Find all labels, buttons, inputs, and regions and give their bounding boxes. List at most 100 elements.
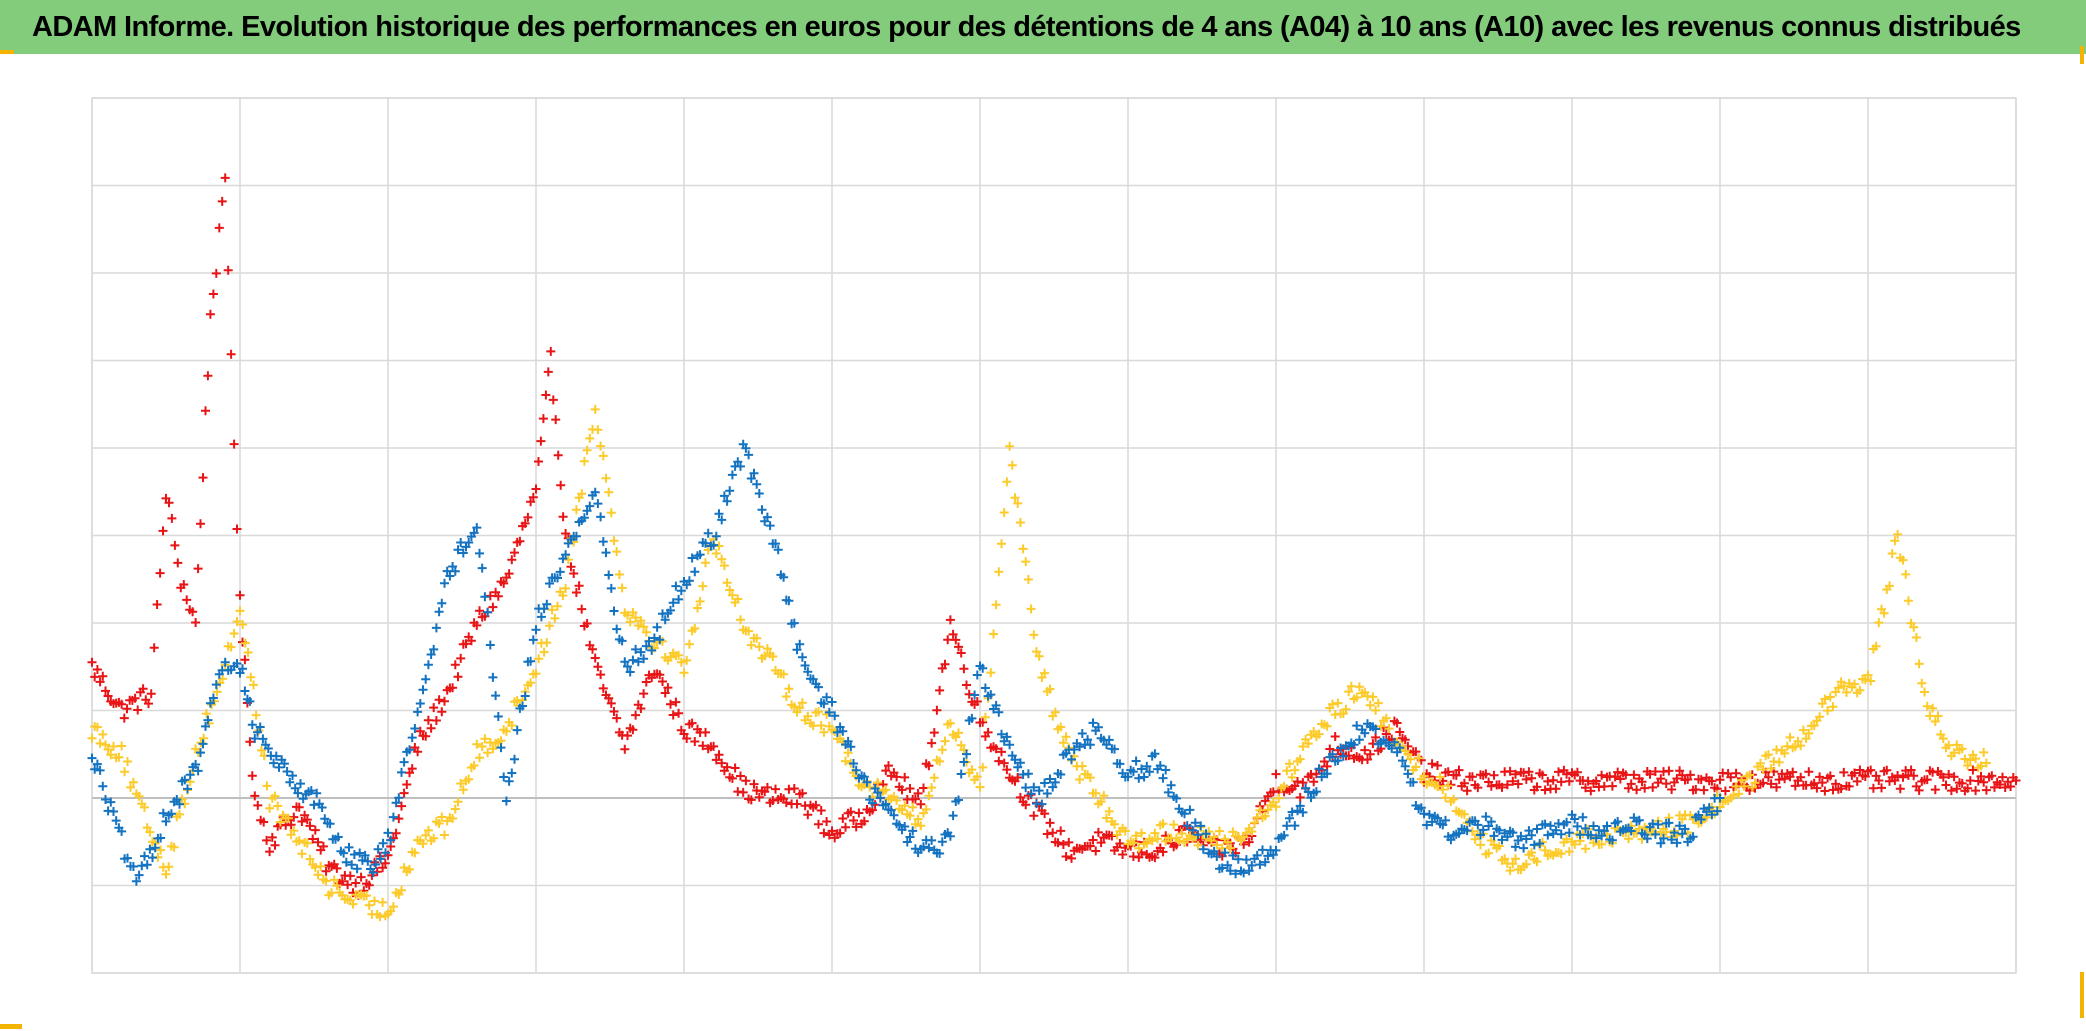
data-point (1427, 817, 1437, 827)
data-point (948, 811, 958, 821)
data-point (352, 864, 362, 874)
data-point (1384, 724, 1394, 734)
data-point (1473, 783, 1483, 793)
data-point (687, 718, 697, 728)
data-point (1104, 735, 1114, 745)
data-point (1981, 758, 1991, 768)
data-point (545, 579, 554, 588)
data-point (849, 816, 858, 825)
data-point (259, 817, 269, 827)
data-point (386, 835, 396, 845)
data-point (1419, 771, 1429, 781)
data-point (1990, 782, 1999, 792)
data-point (1852, 776, 1862, 786)
data-point (859, 772, 869, 782)
data-point (1029, 630, 1039, 640)
data-point (226, 642, 236, 652)
data-point (1134, 773, 1144, 783)
data-point (164, 498, 174, 508)
data-point (660, 615, 670, 625)
data-point (421, 731, 431, 741)
data-point (217, 196, 227, 206)
data-point (1979, 777, 1989, 787)
data-point (1570, 814, 1580, 824)
data-point (333, 832, 343, 842)
data-point (1664, 766, 1674, 776)
data-point (1785, 732, 1795, 742)
data-point (2003, 777, 2013, 787)
data-point (1182, 821, 1192, 831)
data-point (456, 653, 466, 663)
data-point (956, 740, 966, 750)
data-point (956, 648, 966, 658)
data-point (1085, 740, 1095, 750)
data-point (448, 814, 458, 823)
data-point (1040, 809, 1050, 819)
data-point (1998, 772, 2007, 782)
data-point (138, 684, 148, 694)
data-point (101, 740, 110, 750)
data-point (709, 540, 719, 550)
data-point (294, 836, 304, 846)
data-point (929, 773, 939, 783)
data-point (429, 833, 439, 843)
data-point (364, 900, 374, 910)
data-point (1667, 785, 1677, 794)
data-point (1352, 692, 1362, 702)
data-point (343, 880, 353, 890)
data-point (1231, 869, 1241, 879)
data-point (1540, 819, 1550, 829)
data-point (440, 578, 449, 588)
data-point (399, 757, 409, 767)
data-point (1952, 784, 1962, 794)
data-point (762, 644, 772, 654)
data-point (1508, 828, 1518, 838)
data-point (1820, 786, 1830, 796)
data-point (1554, 767, 1563, 777)
data-point (1965, 755, 1975, 765)
data-point (185, 770, 195, 780)
data-point (226, 349, 236, 359)
data-point (792, 799, 802, 809)
data-point (534, 654, 544, 664)
data-point (302, 815, 312, 825)
data-point (1293, 806, 1302, 816)
data-point (1868, 783, 1878, 793)
data-point (1005, 740, 1015, 750)
data-point (733, 457, 743, 467)
data-point (1809, 721, 1819, 731)
data-point (1729, 791, 1738, 801)
data-point (1866, 765, 1876, 775)
data-point (493, 712, 503, 721)
data-point (1938, 734, 1948, 744)
data-point (1613, 817, 1623, 826)
data-point (1537, 770, 1547, 780)
data-point (1645, 769, 1655, 779)
data-point (1354, 682, 1364, 692)
data-point (1914, 785, 1924, 795)
data-point (1470, 834, 1480, 844)
data-point (1336, 743, 1346, 753)
data-point (1392, 718, 1402, 728)
data-point (972, 670, 982, 680)
data-point (1920, 687, 1929, 697)
data-point (526, 678, 536, 688)
data-point (458, 548, 468, 558)
data-point (347, 860, 357, 870)
data-point (294, 802, 304, 812)
data-point (633, 657, 643, 667)
data-point (1344, 687, 1354, 697)
data-point (421, 674, 431, 684)
data-point (875, 793, 885, 803)
data-point (201, 406, 210, 416)
data-point (1963, 783, 1973, 793)
data-point (273, 801, 283, 811)
data-point (1925, 711, 1935, 721)
data-point (609, 536, 619, 546)
data-point (1535, 839, 1545, 848)
data-point (1763, 772, 1773, 782)
data-point (601, 548, 611, 558)
data-point (442, 566, 452, 576)
data-point (604, 570, 614, 580)
data-point (843, 736, 853, 746)
